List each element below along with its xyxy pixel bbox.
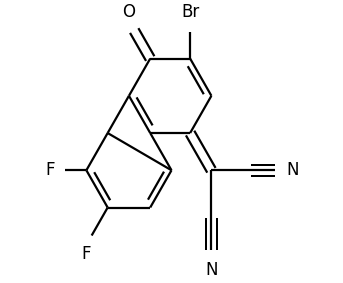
Text: O: O [122,3,135,21]
Text: F: F [82,245,91,263]
Text: N: N [205,261,218,279]
Text: F: F [45,161,55,179]
Text: Br: Br [181,3,199,21]
Text: N: N [286,161,298,179]
